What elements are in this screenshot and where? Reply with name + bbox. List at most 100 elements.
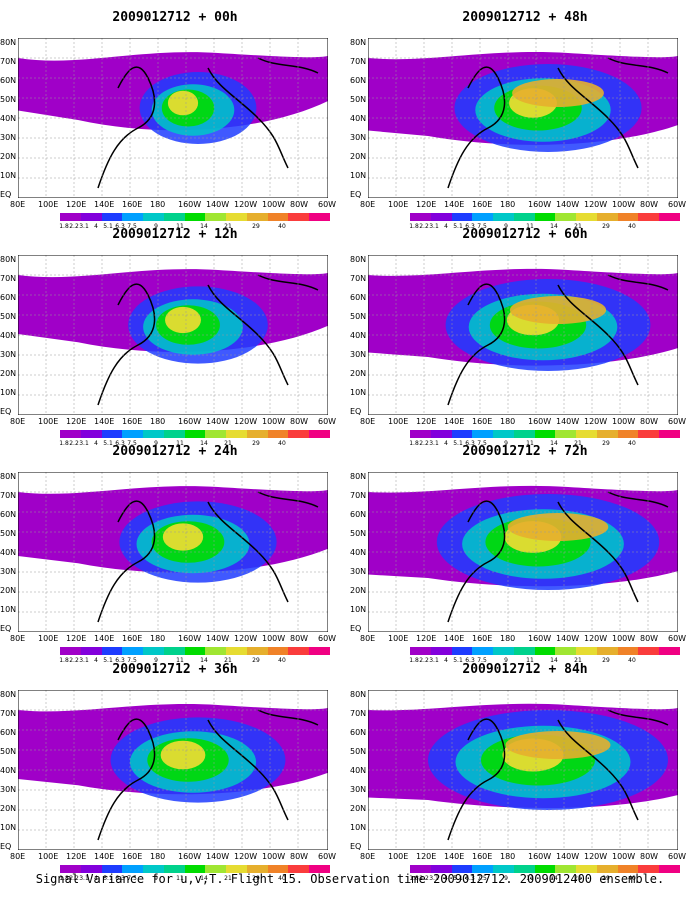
colorbar-tick-label: 40 [628,657,636,664]
colorbar-swatch [184,213,206,221]
colorbar-swatch [513,647,535,655]
colorbar-tick-label: 1.8 [409,223,419,230]
colorbar-tick-label: 29 [252,875,260,882]
colorbar-tick-label: 9 [504,223,508,230]
colorbar-swatch [60,213,81,221]
colorbar-swatch [596,865,618,873]
longitude-label: 160W [528,417,552,426]
longitude-label: 140W [556,200,580,209]
colorbar-swatch [659,213,680,221]
colorbar-tick-label: 21 [224,440,232,447]
longitude-label: 120E [416,417,437,426]
latitude-label: 60N [0,728,17,737]
longitude-label: 160E [472,634,493,643]
colorbar-swatch [617,865,639,873]
longitude-label: 160E [122,634,143,643]
colorbar-swatch [267,430,289,438]
colorbar-tick-label: 11 [176,223,184,230]
colorbar-swatch [659,865,680,873]
longitude-label: 80E [360,634,376,643]
longitude-label: 120W [234,417,258,426]
latitude-label: 40N [350,114,367,123]
longitude-label: 180 [150,200,166,209]
latitude-label: 10N [0,823,17,832]
longitude-label: 140W [206,852,230,861]
longitude-label: 120E [66,852,87,861]
longitude-label: 120E [416,200,437,209]
colorbar-labels: 1.8 2.2 3.1 4 5.1 6.3 7.5 9 11 14 21 29 40 [409,440,680,450]
longitude-label: 180 [150,417,166,426]
colorbar [410,430,680,438]
latitude-label: 20N [0,369,17,378]
latitude-label: 70N [350,57,367,66]
colorbar-tick-label: 6.3 [115,440,125,447]
panel-title: 2009012712 + 36h [112,662,238,677]
colorbar-tick-label: 21 [224,657,232,664]
colorbar-tick-label: 29 [252,223,260,230]
longitude-label: 160E [472,200,493,209]
longitude-label: 80W [290,852,309,861]
colorbar-swatch [60,430,81,438]
panel-title: 2009012712 + 48h [462,10,588,25]
colorbar-swatch [122,430,144,438]
colorbar-swatch [309,647,330,655]
latitude-label: EQ [0,624,12,633]
latitude-label: EQ [0,190,12,199]
colorbar-swatch [309,430,330,438]
colorbar-swatch [143,213,164,221]
forecast-panel: 2009012712 + 60h 80N 70N 60N 50N 40N 30N 20N 10N… [350,225,690,447]
colorbar-swatch [430,430,452,438]
colorbar-swatch [534,430,556,438]
colorbar-swatch [288,647,310,655]
colorbar [60,647,330,655]
latitude-label: 70N [0,491,17,500]
colorbar-tick-label: 9 [154,875,158,882]
longitude-label: 160E [122,200,143,209]
colorbar-tick-label: 3.1 [79,223,89,230]
colorbar-swatch [472,865,494,873]
colorbar [60,865,330,873]
longitude-label: 140E [444,852,465,861]
longitude-label: 180 [500,417,516,426]
colorbar-tick-label: 40 [628,223,636,230]
colorbar-swatch [430,647,452,655]
longitude-label: 100E [38,200,59,209]
colorbar-swatch [122,865,144,873]
latitude-label: 50N [350,747,367,756]
longitude-label: 80E [10,634,26,643]
longitude-label: 120W [584,200,608,209]
colorbar-tick-label: 6.3 [465,875,475,882]
latitude-label: 60N [350,728,367,737]
colorbar-tick-label: 5.1 [453,223,463,230]
latitude-label: EQ [0,407,12,416]
latitude-label: 40N [0,114,17,123]
latitude-label: 50N [0,95,17,104]
longitude-label: 100W [612,634,636,643]
longitude-label: 100E [388,634,409,643]
latitude-label: 20N [350,586,367,595]
colorbar-swatch [555,213,577,221]
longitude-label: 120E [66,417,87,426]
colorbar-tick-label: 11 [526,875,534,882]
longitude-label: 160E [122,417,143,426]
colorbar [410,213,680,221]
panel-title: 2009012712 + 12h [112,227,238,242]
latitude-label: 40N [0,331,17,340]
colorbar-tick-label: 2.2 [419,223,429,230]
colorbar-tick-label: 14 [550,440,558,447]
colorbar-swatch [638,865,660,873]
panel-title: 2009012712 + 72h [462,444,588,459]
colorbar-swatch [451,865,473,873]
colorbar-swatch [246,647,268,655]
longitude-label: 100E [388,200,409,209]
forecast-map [18,38,328,198]
colorbar-tick-label: 4 [94,223,98,230]
longitude-label: 80E [10,200,26,209]
longitude-label: 140E [94,417,115,426]
colorbar-swatch [451,430,473,438]
colorbar-tick-label: 14 [200,657,208,664]
latitude-label: 40N [350,548,367,557]
longitude-label: 100W [262,634,286,643]
colorbar-tick-label: 7.5 [127,657,137,664]
longitude-label: 140E [94,634,115,643]
